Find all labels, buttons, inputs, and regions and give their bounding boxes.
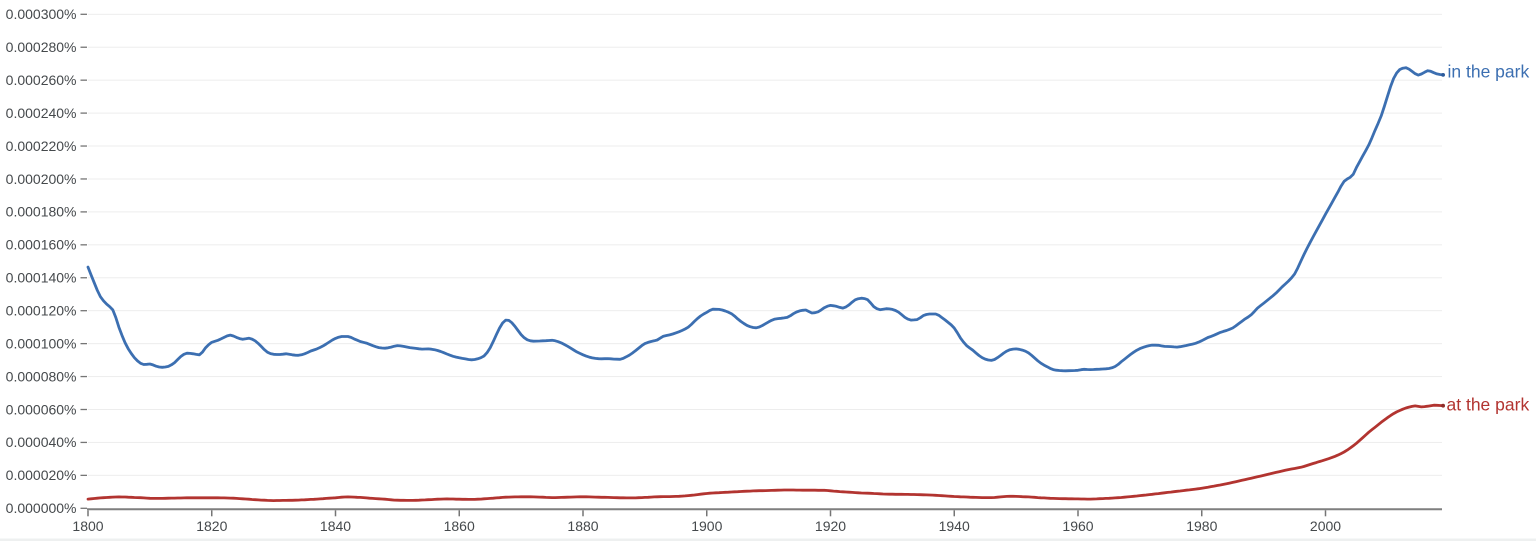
svg-text:at the park: at the park (1447, 395, 1530, 415)
svg-text:1920: 1920 (815, 518, 846, 534)
svg-text:0.000260%: 0.000260% (6, 72, 77, 88)
svg-text:1820: 1820 (196, 518, 227, 534)
svg-text:0.000180%: 0.000180% (6, 204, 77, 220)
svg-text:1980: 1980 (1186, 518, 1217, 534)
svg-text:1880: 1880 (567, 518, 598, 534)
svg-text:1800: 1800 (72, 518, 103, 534)
svg-text:1940: 1940 (939, 518, 970, 534)
svg-text:0.000000%: 0.000000% (6, 500, 77, 516)
svg-text:0.000020%: 0.000020% (6, 467, 77, 483)
svg-text:1840: 1840 (320, 518, 351, 534)
svg-text:0.000280%: 0.000280% (6, 39, 77, 55)
svg-text:0.000300%: 0.000300% (6, 6, 77, 22)
svg-text:0.000060%: 0.000060% (6, 401, 77, 417)
svg-text:1860: 1860 (444, 518, 475, 534)
svg-text:2000: 2000 (1310, 518, 1341, 534)
svg-text:1960: 1960 (1062, 518, 1093, 534)
svg-text:0.000220%: 0.000220% (6, 138, 77, 154)
svg-text:0.000200%: 0.000200% (6, 171, 77, 187)
svg-text:0.000240%: 0.000240% (6, 105, 77, 121)
svg-text:0.000080%: 0.000080% (6, 368, 77, 384)
svg-text:0.000140%: 0.000140% (6, 270, 77, 286)
svg-text:in the park: in the park (1448, 61, 1530, 81)
svg-text:1900: 1900 (691, 518, 722, 534)
svg-text:0.000120%: 0.000120% (6, 303, 77, 319)
svg-text:0.000040%: 0.000040% (6, 434, 77, 450)
svg-text:0.000160%: 0.000160% (6, 237, 77, 253)
svg-text:0.000100%: 0.000100% (6, 335, 77, 351)
